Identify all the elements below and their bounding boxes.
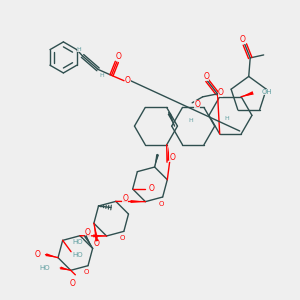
Polygon shape [167, 146, 170, 161]
Text: O: O [94, 239, 100, 248]
Text: O: O [85, 228, 91, 237]
Text: O: O [116, 52, 122, 61]
Text: O: O [149, 184, 155, 193]
Text: OH: OH [261, 89, 272, 95]
Text: HO: HO [40, 265, 50, 271]
Text: HO: HO [72, 239, 83, 245]
Text: O: O [218, 88, 224, 97]
Text: O: O [69, 279, 75, 288]
Polygon shape [60, 266, 71, 270]
Text: H: H [188, 118, 193, 123]
Text: O: O [122, 194, 128, 203]
Polygon shape [93, 234, 106, 237]
Text: O: O [158, 201, 164, 207]
Text: O: O [34, 250, 40, 259]
Polygon shape [130, 200, 146, 203]
Polygon shape [154, 154, 159, 167]
Text: O: O [125, 76, 130, 85]
Text: O: O [84, 269, 89, 275]
Text: H: H [76, 47, 81, 52]
Text: O: O [120, 235, 125, 241]
Text: HO: HO [72, 252, 83, 258]
Polygon shape [168, 113, 175, 126]
Text: O: O [240, 35, 246, 44]
Text: H: H [224, 116, 229, 122]
Text: O: O [194, 100, 200, 109]
Polygon shape [241, 91, 254, 97]
Polygon shape [94, 223, 98, 242]
Text: H: H [99, 74, 104, 78]
Polygon shape [46, 253, 58, 258]
Text: O: O [169, 153, 175, 162]
Polygon shape [84, 235, 93, 248]
Text: O: O [203, 72, 209, 81]
